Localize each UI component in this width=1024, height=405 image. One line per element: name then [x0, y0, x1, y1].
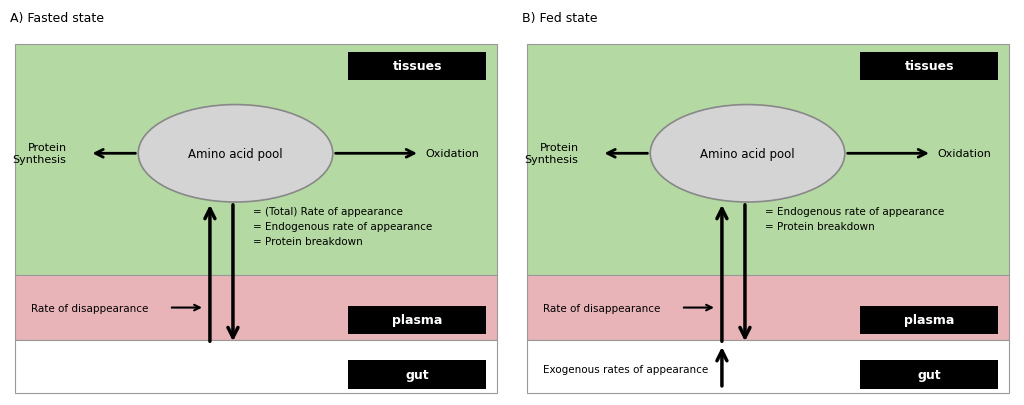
Bar — [15, 275, 497, 340]
Text: Oxidation: Oxidation — [425, 149, 479, 159]
Text: Rate of disappearance: Rate of disappearance — [543, 303, 660, 313]
Text: Protein
Synthesis: Protein Synthesis — [524, 143, 579, 165]
Text: = (Total) Rate of appearance
= Endogenous rate of appearance
= Protein breakdown: = (Total) Rate of appearance = Endogenou… — [254, 207, 433, 246]
Text: tissues: tissues — [904, 60, 954, 73]
Text: Amino acid pool: Amino acid pool — [188, 147, 283, 160]
Bar — [15, 45, 497, 275]
Bar — [527, 45, 1009, 275]
Text: plasma: plasma — [392, 313, 442, 326]
Ellipse shape — [138, 105, 333, 202]
Bar — [860, 360, 998, 389]
Text: gut: gut — [406, 368, 429, 381]
Bar — [860, 306, 998, 334]
Text: A) Fasted state: A) Fasted state — [10, 12, 104, 25]
Bar — [15, 340, 497, 393]
Bar — [348, 306, 486, 334]
Text: Amino acid pool: Amino acid pool — [700, 147, 795, 160]
Text: Protein
Synthesis: Protein Synthesis — [12, 143, 67, 165]
Bar — [348, 360, 486, 389]
Bar — [348, 53, 486, 81]
Text: B) Fed state: B) Fed state — [522, 12, 598, 25]
Text: Rate of disappearance: Rate of disappearance — [31, 303, 148, 313]
Text: = Endogenous rate of appearance
= Protein breakdown: = Endogenous rate of appearance = Protei… — [766, 207, 945, 231]
Text: plasma: plasma — [904, 313, 954, 326]
Bar — [527, 340, 1009, 393]
Text: Exogenous rates of appearance: Exogenous rates of appearance — [543, 364, 708, 374]
Bar — [527, 275, 1009, 340]
Text: Oxidation: Oxidation — [937, 149, 991, 159]
Bar — [860, 53, 998, 81]
Text: tissues: tissues — [392, 60, 442, 73]
Text: gut: gut — [918, 368, 941, 381]
Ellipse shape — [650, 105, 845, 202]
